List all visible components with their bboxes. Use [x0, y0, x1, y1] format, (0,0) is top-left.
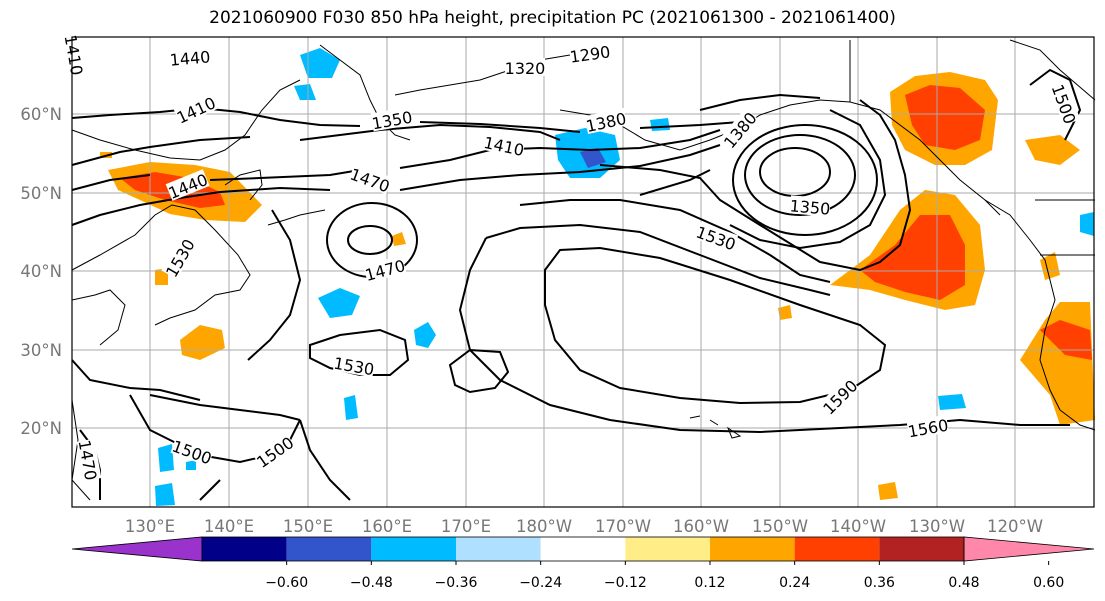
longitude-label: 120°W: [987, 517, 1043, 536]
contour-label: 1560: [906, 416, 949, 442]
contour-label: 1530: [162, 236, 199, 281]
longitude-label: 180°W: [516, 517, 572, 536]
colorbar-segment: [371, 537, 456, 561]
contour-label: 1410: [482, 133, 526, 160]
coastlines: [71, 39, 1096, 501]
contour-label: 1530: [332, 354, 375, 380]
latitude-label: 40°N: [20, 262, 62, 281]
colorbar-tick-label: −0.60: [265, 575, 308, 591]
contour-label: 1290: [569, 42, 612, 66]
colorbar-tick-label: −0.24: [519, 575, 562, 591]
colorbar-segment: [202, 537, 287, 561]
longitude-label: 170°E: [441, 517, 491, 536]
latitude-labels: 60°N 50°N 40°N 30°N 20°N: [20, 105, 62, 438]
colorbar: −0.60 −0.48 −0.36 −0.24 −0.12 0.12 0.24 0.36 0.4…: [71, 536, 1095, 591]
longitude-label: 130°W: [909, 517, 965, 536]
longitude-label: 150°E: [283, 517, 333, 536]
latitude-label: 50°N: [20, 184, 62, 203]
colorbar-segment: [879, 537, 964, 561]
contour-label: 1590: [819, 376, 861, 418]
contour-label: 1470: [75, 438, 101, 481]
contour-label: 1440: [169, 47, 211, 69]
contour-label: 1380: [720, 109, 761, 152]
colorbar-tick-label: −0.12: [604, 575, 647, 591]
map-title: 2021060900 F030 850 hPa height, precipit…: [209, 8, 896, 28]
colorbar-segment: [286, 537, 372, 561]
longitude-label: 130°E: [125, 517, 175, 536]
longitude-label: 170°W: [595, 517, 651, 536]
precip-shading: [100, 48, 1095, 506]
contour-label: 1500: [1048, 82, 1080, 127]
colorbar-segment: [710, 537, 795, 561]
longitude-label: 140°E: [204, 517, 254, 536]
latitude-label: 60°N: [20, 105, 62, 124]
longitude-label: 160°E: [362, 517, 412, 536]
longitude-label: 140°W: [830, 517, 886, 536]
contour-label: 1320: [505, 59, 546, 78]
colorbar-tick-label: −0.48: [350, 575, 393, 591]
contour-label: 1350: [789, 196, 831, 218]
colorbar-segment: [625, 537, 710, 561]
colorbar-tick-label: 0.60: [1033, 575, 1064, 591]
colorbar-tick-label: 0.12: [694, 575, 725, 591]
contour-label: 1350: [370, 108, 413, 134]
contour-label: 1530: [693, 223, 738, 255]
colorbar-max-extend: [963, 536, 1095, 562]
contour-labels: 1440 1410 1410 1350 1320 1290 1380 1410 1380 1500…: [61, 33, 1081, 482]
contour-label: 1410: [174, 93, 219, 127]
latitude-label: 20°N: [20, 419, 62, 438]
colorbar-min-extend: [71, 536, 203, 562]
longitude-label: 150°W: [752, 517, 808, 536]
contour-label: 1470: [347, 165, 392, 197]
contour-label: 1470: [363, 256, 407, 285]
latitude-label: 30°N: [20, 341, 62, 360]
colorbar-segment: [540, 537, 626, 561]
contour-label: 1380: [584, 109, 628, 136]
colorbar-tick-label: 0.36: [864, 575, 895, 591]
longitude-label: 160°W: [673, 517, 729, 536]
map-frame: [71, 36, 1095, 508]
contour-label: 1410: [61, 33, 87, 76]
colorbar-tick-label: −0.36: [435, 575, 478, 591]
colorbar-segment: [456, 537, 541, 561]
colorbar-segment: [794, 537, 880, 561]
longitude-labels: 130°E 140°E 150°E 160°E 170°E 180°W 170°W 160°W…: [125, 517, 1043, 536]
colorbar-tick-label: 0.48: [948, 575, 979, 591]
colorbar-tick-label: 0.24: [779, 575, 810, 591]
